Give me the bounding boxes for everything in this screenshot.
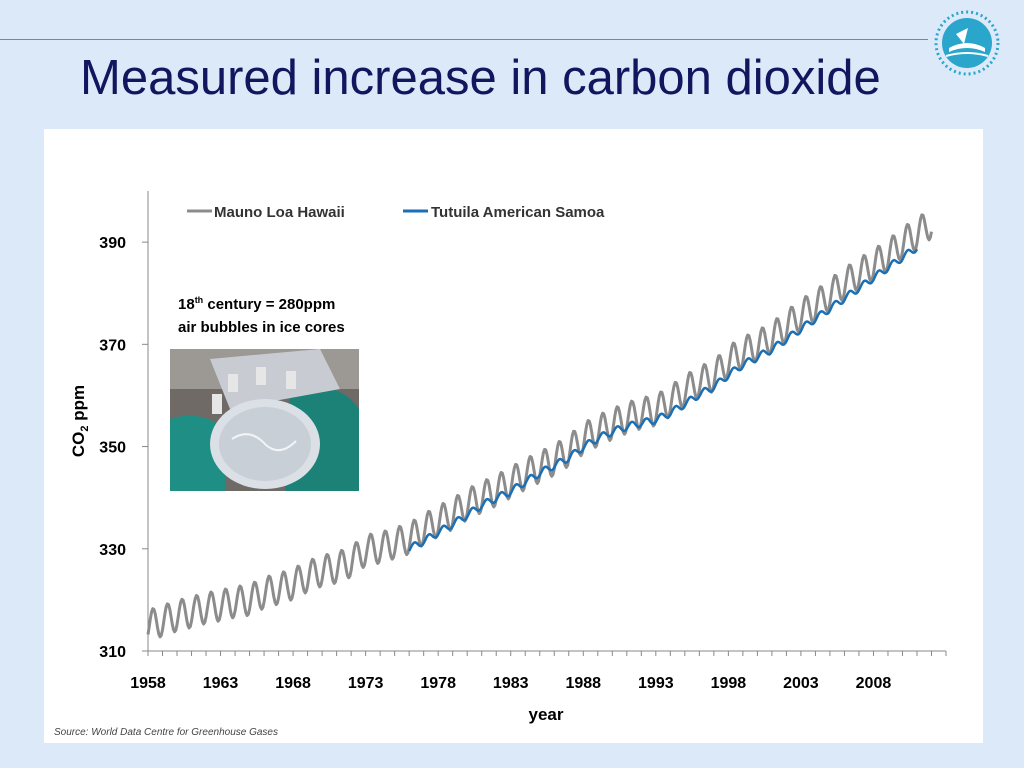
ice-core-annotation: 18th century = 280ppm air bubbles in ice … — [178, 293, 378, 339]
x-tick-label: 1973 — [348, 675, 384, 692]
y-axis-title-main: CO — [69, 432, 88, 458]
top-divider-line — [0, 39, 928, 40]
x-tick-label: 1993 — [638, 675, 674, 692]
ice-core-image — [170, 349, 359, 491]
x-tick-label: 2003 — [783, 675, 819, 692]
y-tick-label: 370 — [99, 337, 126, 354]
logo-emblem-icon — [934, 10, 1000, 76]
annotation-line2: air bubbles in ice cores — [178, 319, 345, 336]
source-note: Source: World Data Centre for Greenhouse… — [54, 727, 278, 738]
x-axis-title: year — [529, 705, 564, 724]
chart-legend: Mauno Loa Hawaii Tutuila American Samoa — [187, 204, 605, 221]
x-tick-label: 1968 — [275, 675, 311, 692]
x-tick-label: 1963 — [203, 675, 239, 692]
x-tick-label: 2008 — [856, 675, 892, 692]
chart-axes — [147, 191, 946, 652]
slide-title: Measured increase in carbon dioxide — [80, 51, 881, 105]
annotation-prefix: 18 — [178, 296, 195, 313]
co2-line-chart: 310 330 350 370 390 1958 1963 1968 1973 1978 1983 1… — [69, 191, 947, 724]
x-tick-label: 1958 — [130, 675, 166, 692]
annotation-line1: century = 280ppm — [203, 296, 336, 313]
series-line-tutuila — [408, 248, 919, 552]
annotation-superscript: th — [194, 295, 204, 305]
axis-ticks: 310 330 350 370 390 1958 1963 1968 1973 1978 1983 1… — [99, 235, 947, 692]
organization-logo — [934, 10, 1000, 76]
x-tick-label: 1988 — [565, 675, 601, 692]
x-tick-label: 1998 — [711, 675, 747, 692]
chart-series — [146, 213, 933, 639]
y-axis-title-subscript: 2 — [79, 425, 91, 431]
y-tick-label: 330 — [99, 542, 126, 559]
y-tick-label: 310 — [99, 644, 126, 661]
y-axis-title-unit: ppm — [69, 385, 88, 426]
x-tick-label: 1978 — [420, 675, 456, 692]
x-tick-label: 1983 — [493, 675, 529, 692]
chart-panel: 310 330 350 370 390 1958 1963 1968 1973 1978 1983 1… — [44, 129, 983, 743]
y-tick-label: 350 — [99, 440, 126, 457]
y-tick-label: 390 — [99, 235, 126, 252]
legend-label-mauna-loa: Mauno Loa Hawaii — [214, 204, 345, 221]
ice-core-photo — [170, 349, 359, 491]
y-axis-title: CO2 ppm — [69, 385, 91, 457]
legend-label-tutuila: Tutuila American Samoa — [431, 204, 605, 221]
